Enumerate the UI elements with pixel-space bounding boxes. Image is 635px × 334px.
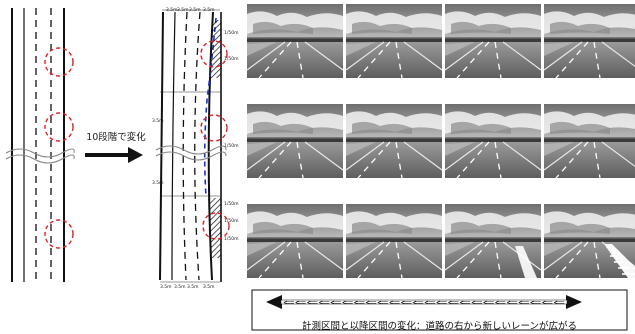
plan-left-label: 3.5m bbox=[152, 118, 164, 124]
caption-text: 計測区間と以降区間の変化：道路の右から新しいレーンが広がる bbox=[301, 321, 578, 332]
new-lane-line bbox=[203, 17, 217, 197]
road-view-thumbnail bbox=[345, 3, 443, 79]
marker-circle bbox=[200, 114, 228, 142]
road-view-thumbnail bbox=[543, 203, 635, 279]
marker-circle bbox=[44, 219, 74, 249]
plan-side-label: 1/50m bbox=[224, 56, 239, 62]
road-view-thumbnail bbox=[246, 203, 344, 279]
road-view-thumbnail bbox=[543, 3, 635, 79]
road-view-thumbnail bbox=[345, 103, 443, 179]
road-view-thumbnail bbox=[345, 203, 443, 279]
plan-side-label: 1/50m bbox=[224, 201, 239, 207]
road-view-thumbnails bbox=[246, 3, 635, 279]
plan-side-label: 1/50m bbox=[224, 143, 239, 149]
caption-box: ⇐⇐⇐⇐⇐⇐⇐⇐⇐⇐⇐⇐⇐⇐⇐⇐⇐⇐⇐⇐⇐⇐⇐⇐ bbox=[251, 289, 628, 331]
plan-bottom-label: 3.5m bbox=[174, 284, 186, 290]
road-view-thumbnail bbox=[444, 203, 542, 279]
plan-side-label: 1/50m bbox=[224, 236, 239, 242]
plan-bottom-label: 3.5m bbox=[160, 284, 172, 290]
road-view-thumbnail bbox=[246, 103, 344, 179]
plan-side-label: 1/50m bbox=[224, 218, 239, 224]
marker-circle bbox=[44, 47, 74, 77]
hatched-area bbox=[208, 198, 221, 258]
marker-circle bbox=[44, 112, 74, 142]
modified-road-plan: 3.5m 3.5m 3.5m 3.5m 3.5m 3.5m 3.5m 3.5m … bbox=[152, 7, 239, 290]
road-view-thumbnail bbox=[444, 3, 542, 79]
road-view-thumbnail bbox=[444, 103, 542, 179]
plan-bottom-label: 3.5m bbox=[187, 284, 199, 290]
plan-left-label: 3.5m bbox=[152, 180, 164, 186]
transition-label: 10段階で変化 bbox=[86, 131, 146, 143]
road-view-thumbnail bbox=[543, 103, 635, 179]
original-road-plan bbox=[5, 8, 75, 282]
marker-circle bbox=[200, 40, 228, 68]
transition-arrow: 10段階で変化 bbox=[85, 131, 146, 163]
hatched-area bbox=[209, 20, 221, 78]
arrow-fill-pattern: ⇐⇐⇐⇐⇐⇐⇐⇐⇐⇐⇐⇐⇐⇐⇐⇐⇐⇐⇐⇐⇐⇐⇐⇐ bbox=[283, 298, 566, 307]
plan-side-label: 1/50m bbox=[224, 30, 239, 36]
marker-circle bbox=[202, 212, 230, 240]
plan-bottom-label: 3.5m bbox=[203, 284, 215, 290]
road-view-thumbnail bbox=[246, 3, 344, 79]
